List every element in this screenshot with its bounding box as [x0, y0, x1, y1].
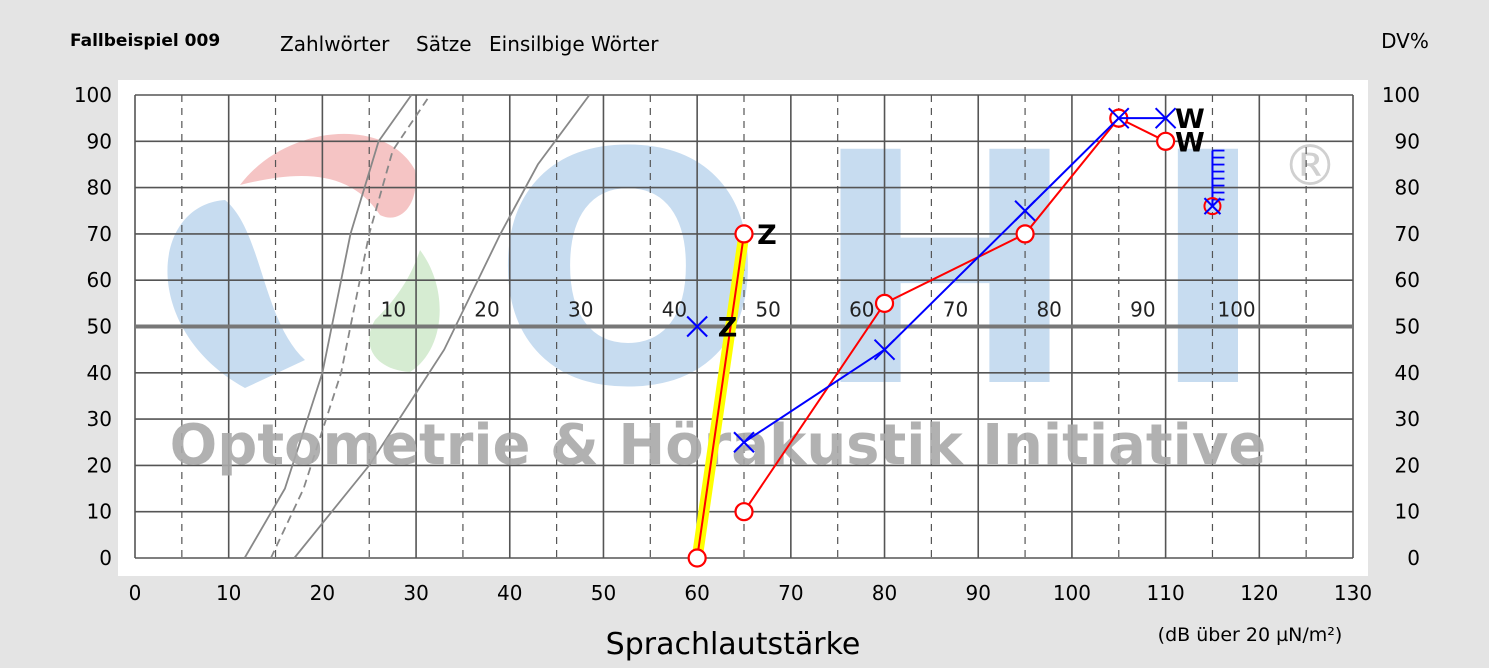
x-axis-label: Sprachlautstärke: [606, 627, 861, 662]
mid-axis-label: 90: [1130, 298, 1155, 322]
mid-axis-label: 20: [474, 298, 499, 322]
watermark-red-swoosh: [240, 133, 416, 218]
x-tick-label: 10: [216, 581, 241, 605]
y-tick-label: 80: [87, 176, 112, 200]
data-point-cross: [733, 431, 755, 453]
grid: [134, 94, 1354, 559]
x-tick-label: 40: [497, 581, 522, 605]
curve-annotation: Z: [757, 220, 777, 251]
y-tick-label: 50: [87, 315, 112, 339]
y2-tick-label: 40: [1395, 361, 1420, 385]
data-point-circle: [734, 502, 754, 522]
x-tick-label: 20: [310, 581, 335, 605]
reference-curve: [243, 94, 413, 559]
y2-tick-label: 30: [1395, 407, 1420, 431]
y2-tick-label: 10: [1395, 500, 1420, 524]
right-axis-title: DV%: [1381, 29, 1429, 53]
data-point-cross: [873, 338, 896, 361]
x-axis-unit: (dB über 20 µN/m²): [1158, 624, 1343, 646]
watermark-registered-mark: ®: [1282, 134, 1338, 199]
data-point-circle: [687, 548, 707, 568]
x-tick-label: 50: [591, 581, 616, 605]
y2-tick-label: 0: [1407, 546, 1420, 570]
discomfort-level-marker: [1203, 149, 1225, 216]
x-tick-label: 80: [872, 581, 897, 605]
data-point-circle: [1156, 131, 1176, 151]
case-label: Fallbeispiel 009: [70, 31, 220, 51]
y-tick-label: 30: [87, 407, 112, 431]
y2-tick-label: 50: [1395, 315, 1420, 339]
y2-tick-label: 100: [1382, 83, 1420, 107]
x-tick-label: 30: [403, 581, 428, 605]
x-tick-label: 90: [966, 581, 991, 605]
mid-axis-label: 50: [755, 298, 780, 322]
y-tick-labels: 0 10 20 30 40 50 60 70 80 90 100: [74, 83, 112, 570]
header-label-numbers: Zahlwörter: [280, 32, 390, 56]
data-point-circle: [734, 224, 754, 244]
data-point-circle: [874, 293, 895, 313]
series-line: [696, 233, 745, 559]
curve-annotation: W: [1175, 104, 1205, 135]
mid-axis-label: 100: [1217, 298, 1255, 322]
x-tick-label: 120: [1240, 581, 1278, 605]
y2-tick-label: 90: [1395, 129, 1420, 153]
data-point-cross: [1108, 107, 1130, 129]
mid-axis-label: 30: [568, 298, 593, 322]
mid-axis-label: 80: [1036, 298, 1061, 322]
y2-tick-label: 60: [1395, 268, 1420, 292]
mid-axis-label: 40: [662, 298, 687, 322]
mid-axis-labels: 10 20 30 40 50 60 70 80 90 100: [381, 298, 1256, 322]
mid-axis-label: 70: [943, 298, 968, 322]
mid-axis-label: 10: [381, 298, 406, 322]
data-point-cross: [1014, 200, 1036, 222]
y-tick-label: 20: [87, 453, 112, 477]
watermark-blue-swoosh: [167, 200, 305, 388]
x-tick-label: 110: [1147, 581, 1185, 605]
x-tick-label: 70: [778, 581, 803, 605]
y2-tick-label: 70: [1395, 222, 1420, 246]
x-tick-labels: 0 10 20 30 40 50 60 70 80 90 100 110 120 130: [129, 581, 1372, 605]
curve-annotation: W: [1175, 127, 1205, 158]
curve-annotation: Z: [718, 313, 738, 344]
x-tick-label: 130: [1334, 581, 1372, 605]
y-tick-label: 90: [87, 129, 112, 153]
y-tick-label: 100: [74, 83, 112, 107]
reference-curves: [243, 94, 591, 559]
y-tick-label: 10: [87, 500, 112, 524]
y-tick-label: 60: [87, 268, 112, 292]
y2-tick-label: 20: [1395, 453, 1420, 477]
data-point-cross: [686, 315, 708, 338]
y-tick-label: 0: [99, 546, 112, 570]
x-tick-label: 100: [1053, 581, 1091, 605]
header-label-monosyllables: Einsilbige Wörter: [489, 32, 659, 56]
y-tick-label: 70: [87, 222, 112, 246]
header-label-sentences: Sätze: [416, 32, 472, 56]
data-series: [686, 107, 1225, 568]
watermark-letter: H: [811, 86, 1079, 458]
x-tick-label: 0: [129, 581, 142, 605]
annotations: Z Z WW: [718, 104, 1205, 343]
reference-curve: [293, 94, 591, 559]
data-point-cross: [1154, 107, 1177, 129]
mid-axis-label: 60: [849, 298, 874, 322]
y2-tick-label: 80: [1395, 176, 1420, 200]
y-tick-label: 40: [87, 361, 112, 385]
x-tick-label: 60: [684, 581, 709, 605]
data-point-circle: [1015, 224, 1035, 244]
